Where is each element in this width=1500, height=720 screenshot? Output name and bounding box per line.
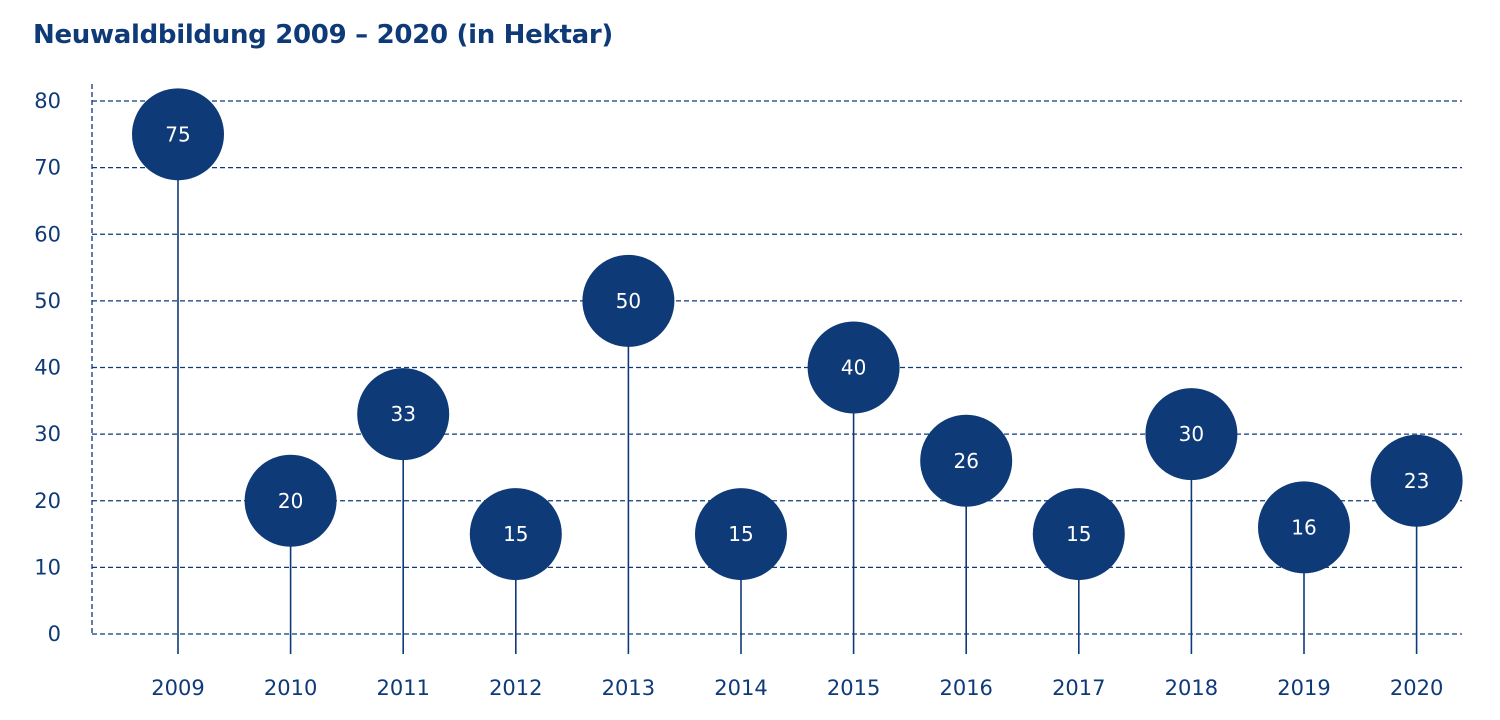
x-tick-label: 2016	[939, 676, 992, 700]
bubble-2010	[244, 454, 337, 547]
chart-title: Neuwaldbildung 2009 – 2020 (in Hektar)	[33, 20, 613, 50]
value-label: 26	[953, 449, 978, 473]
bubble-2020	[1370, 434, 1463, 527]
x-tick-label: 2018	[1165, 676, 1218, 700]
y-tick-label: 80	[34, 89, 61, 113]
value-label: 40	[841, 356, 866, 380]
x-tick-label: 2012	[489, 676, 542, 700]
x-tick-label: 2014	[714, 676, 767, 700]
value-label: 50	[616, 289, 641, 313]
labels: 75 2009 20 2010 33 2011 15 2012 50 2013 15 2014 40 20…	[151, 122, 1443, 700]
bubble-2017	[1032, 488, 1125, 581]
bubble-2013	[582, 254, 675, 347]
value-label: 33	[390, 402, 415, 426]
bubble-2014	[695, 488, 787, 581]
y-tick-label: 70	[34, 156, 61, 180]
value-label: 15	[728, 522, 753, 546]
value-label: 20	[278, 489, 303, 513]
y-tick-label: 30	[34, 422, 61, 446]
y-tick-label: 60	[34, 222, 61, 246]
bubbles	[132, 88, 1463, 581]
value-label: 16	[1291, 515, 1316, 539]
x-tick-label: 2010	[264, 676, 317, 700]
y-tick-label: 0	[48, 622, 61, 646]
bubble-2009	[132, 88, 224, 181]
x-tick-label: 2019	[1277, 676, 1330, 700]
value-label: 15	[1066, 522, 1091, 546]
y-tick-label: 20	[34, 489, 61, 513]
value-label: 75	[165, 122, 190, 146]
value-label: 30	[1179, 422, 1204, 446]
bubble-2018	[1145, 388, 1238, 481]
bubble-2016	[920, 414, 1013, 507]
bubble-2011	[357, 368, 450, 461]
x-tick-label: 2020	[1390, 676, 1443, 700]
y-tick-label: 40	[34, 356, 61, 380]
axes: 0 10 20 30 40 50 60 70 80	[34, 84, 93, 646]
y-tick-label: 50	[34, 289, 61, 313]
x-tick-label: 2011	[376, 676, 429, 700]
x-tick-label: 2015	[827, 676, 880, 700]
bubble-2019	[1258, 481, 1350, 574]
y-tick-label: 10	[34, 555, 61, 579]
bubble-2015	[807, 321, 900, 414]
value-label: 23	[1404, 469, 1429, 493]
x-tick-label: 2009	[151, 676, 204, 700]
bubble-2012	[469, 488, 562, 581]
value-label: 15	[503, 522, 528, 546]
x-tick-label: 2013	[602, 676, 655, 700]
x-tick-label: 2017	[1052, 676, 1105, 700]
